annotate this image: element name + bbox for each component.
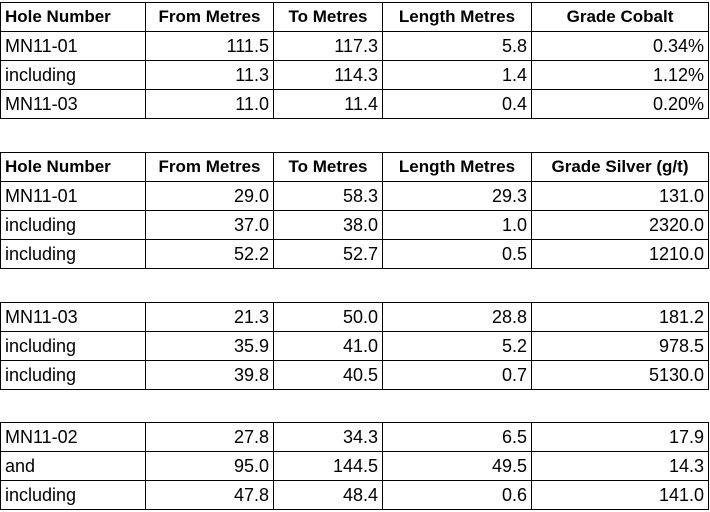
- table-row: including 11.3 114.3 1.4 1.12%: [0, 60, 709, 90]
- cell: 50.0: [273, 302, 383, 332]
- cell: MN11-01: [0, 181, 146, 211]
- cell: 6.5: [382, 422, 532, 452]
- header-cell: Length Metres: [382, 152, 532, 182]
- cell: 47.8: [145, 480, 274, 510]
- data-table: MN11-02 27.8 34.3 6.5 17.9 and 95.0 144.5 49.5 14…: [0, 422, 709, 510]
- table-row: MN11-02 27.8 34.3 6.5 17.9: [0, 422, 709, 452]
- table-row: and 95.0 144.5 49.5 14.3: [0, 451, 709, 481]
- table-row: MN11-03 21.3 50.0 28.8 181.2: [0, 302, 709, 332]
- cell: 1.4: [382, 60, 532, 90]
- header-cell: To Metres: [273, 152, 383, 182]
- cell: 40.5: [273, 360, 383, 390]
- cell: 0.6: [382, 480, 532, 510]
- table-row: including 37.0 38.0 1.0 2320.0: [0, 210, 709, 240]
- header-cell: Hole Number: [0, 152, 146, 182]
- cell: 978.5: [531, 331, 709, 361]
- header-cell: Hole Number: [0, 2, 146, 32]
- cell: 5.2: [382, 331, 532, 361]
- cell: MN11-01: [0, 31, 146, 61]
- cell: 0.4: [382, 89, 532, 119]
- header-cell: Grade Cobalt: [531, 2, 709, 32]
- cell: MN11-03: [0, 302, 146, 332]
- cell: 29.0: [145, 181, 274, 211]
- cell: 1.0: [382, 210, 532, 240]
- cell: 21.3: [145, 302, 274, 332]
- header-cell: From Metres: [145, 152, 274, 182]
- cell: 131.0: [531, 181, 709, 211]
- cell: 2320.0: [531, 210, 709, 240]
- cell: 28.8: [382, 302, 532, 332]
- cell: 117.3: [273, 31, 383, 61]
- cell: 1.12%: [531, 60, 709, 90]
- cell: 34.3: [273, 422, 383, 452]
- cell: 29.3: [382, 181, 532, 211]
- cell: including: [0, 331, 146, 361]
- cell: MN11-02: [0, 422, 146, 452]
- cell: 38.0: [273, 210, 383, 240]
- cell: 39.8: [145, 360, 274, 390]
- header-cell: Length Metres: [382, 2, 532, 32]
- table-row: MN11-03 11.0 11.4 0.4 0.20%: [0, 89, 709, 119]
- cell: 35.9: [145, 331, 274, 361]
- cell: 0.7: [382, 360, 532, 390]
- data-table: Hole Number From Metres To Metres Length Me…: [0, 152, 709, 269]
- cell: and: [0, 451, 146, 481]
- table-row: MN11-01 111.5 117.3 5.8 0.34%: [0, 31, 709, 61]
- table-row: MN11-01 29.0 58.3 29.3 131.0: [0, 181, 709, 211]
- cell: 58.3: [273, 181, 383, 211]
- cell: 11.3: [145, 60, 274, 90]
- cell: including: [0, 480, 146, 510]
- cell: 181.2: [531, 302, 709, 332]
- cell: 5130.0: [531, 360, 709, 390]
- cell: 144.5: [273, 451, 383, 481]
- cell: 5.8: [382, 31, 532, 61]
- cell: 48.4: [273, 480, 383, 510]
- cell: 0.34%: [531, 31, 709, 61]
- header-cell: From Metres: [145, 2, 274, 32]
- cell: 52.2: [145, 239, 274, 269]
- cell: 41.0: [273, 331, 383, 361]
- cell: including: [0, 239, 146, 269]
- cell: 0.20%: [531, 89, 709, 119]
- header-cell: To Metres: [273, 2, 383, 32]
- cell: including: [0, 60, 146, 90]
- cell: including: [0, 360, 146, 390]
- table-row: including 35.9 41.0 5.2 978.5: [0, 331, 709, 361]
- cell: 111.5: [145, 31, 274, 61]
- data-table: MN11-03 21.3 50.0 28.8 181.2 including 35.9 41.…: [0, 302, 709, 390]
- header-cell: Grade Silver (g/t): [531, 152, 709, 182]
- cell: 141.0: [531, 480, 709, 510]
- cell: MN11-03: [0, 89, 146, 119]
- table-row: including 52.2 52.7 0.5 1210.0: [0, 239, 709, 269]
- header-row: Hole Number From Metres To Metres Length Me…: [0, 152, 709, 182]
- cell: 52.7: [273, 239, 383, 269]
- table-row: including 39.8 40.5 0.7 5130.0: [0, 360, 709, 390]
- cell: including: [0, 210, 146, 240]
- cell: 114.3: [273, 60, 383, 90]
- table-row: including 47.8 48.4 0.6 141.0: [0, 480, 709, 510]
- cell: 1210.0: [531, 239, 709, 269]
- cell: 11.4: [273, 89, 383, 119]
- cell: 11.0: [145, 89, 274, 119]
- cell: 37.0: [145, 210, 274, 240]
- data-table: Hole Number From Metres To Metres Length Me…: [0, 2, 709, 119]
- cell: 27.8: [145, 422, 274, 452]
- cell: 17.9: [531, 422, 709, 452]
- cell: 49.5: [382, 451, 532, 481]
- cell: 0.5: [382, 239, 532, 269]
- header-row: Hole Number From Metres To Metres Length Me…: [0, 2, 709, 32]
- cell: 95.0: [145, 451, 274, 481]
- cell: 14.3: [531, 451, 709, 481]
